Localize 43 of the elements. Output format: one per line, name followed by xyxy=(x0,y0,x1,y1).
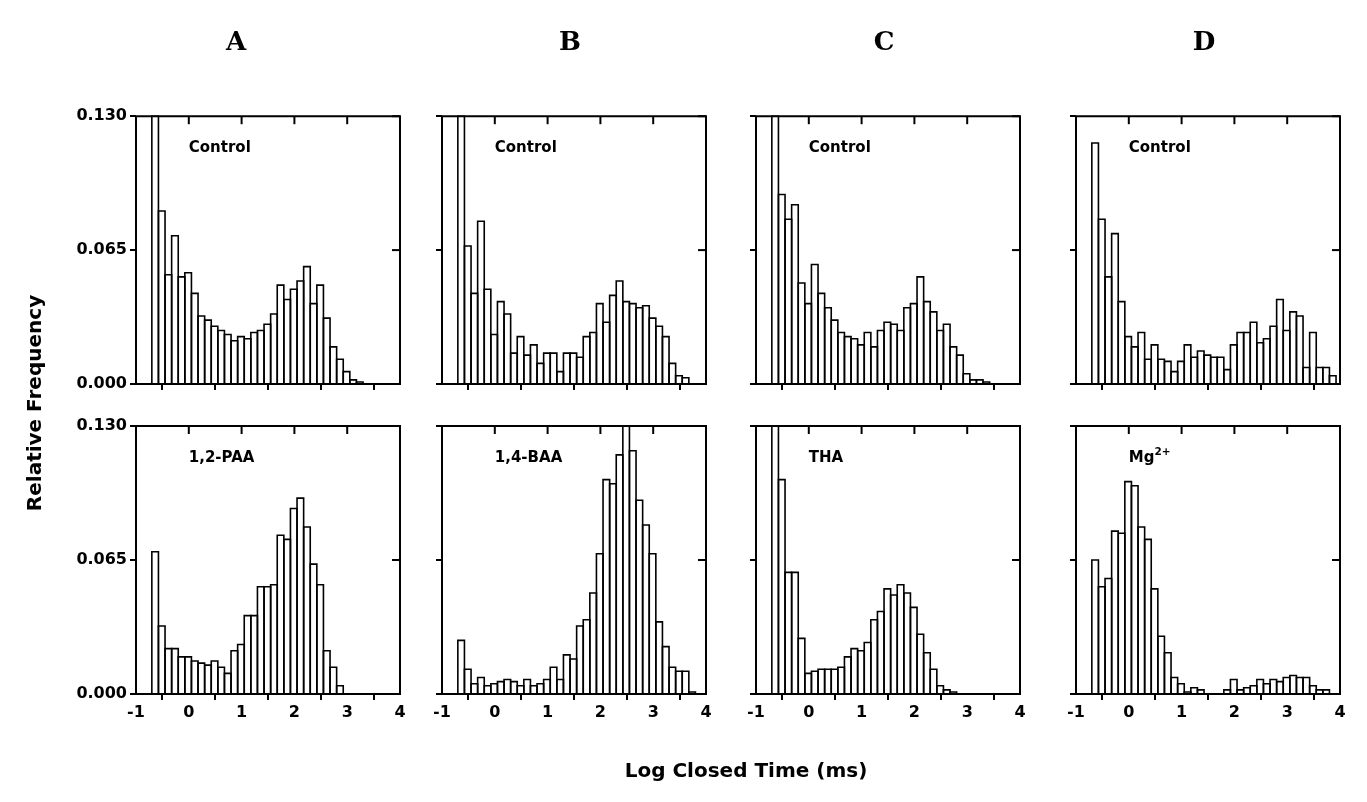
chart-title: B xyxy=(559,26,581,57)
y-tick-label: 0.000 xyxy=(76,373,127,393)
annotation: Control xyxy=(1128,138,1191,157)
x-tick-label: 0 xyxy=(183,701,195,721)
annotation: Control xyxy=(188,138,251,157)
y-tick-label: 0.130 xyxy=(76,415,127,435)
x-tick-label: 3 xyxy=(341,701,353,721)
x-tick-label: 2 xyxy=(288,701,300,721)
x-tick-label: 0 xyxy=(1123,701,1135,721)
x-tick-label: 3 xyxy=(1281,701,1293,721)
y-tick-label: 0.000 xyxy=(76,683,127,703)
x-tick-label: -1 xyxy=(127,701,145,721)
x-tick-label: 0 xyxy=(803,701,815,721)
annotation: THA xyxy=(808,448,844,466)
x-tick-label: 1 xyxy=(856,701,868,721)
chart-title: D xyxy=(1192,26,1216,57)
annotation: Control xyxy=(494,138,557,157)
x-tick-label: -1 xyxy=(747,701,765,721)
x-tick-label: 4 xyxy=(394,701,406,721)
x-tick-label: 4 xyxy=(1014,701,1026,721)
x-tick-label: 3 xyxy=(647,701,659,721)
x-tick-label: 4 xyxy=(700,701,712,721)
x-axis-title: Log Closed Time (ms) xyxy=(624,758,868,782)
annotation: Control xyxy=(808,138,871,157)
y-tick-label: 0.065 xyxy=(76,549,127,569)
x-tick-label: 2 xyxy=(594,701,606,721)
chart-title: A xyxy=(224,26,247,57)
x-tick-label: -1 xyxy=(433,701,451,721)
y-tick-label: 0.065 xyxy=(76,239,127,259)
x-tick-label: 0 xyxy=(489,701,501,721)
x-tick-label: 1 xyxy=(542,701,554,721)
chart-title: C xyxy=(873,26,895,57)
x-tick-label: 4 xyxy=(1334,701,1346,721)
y-tick-label: 0.130 xyxy=(76,105,127,125)
x-tick-label: 1 xyxy=(236,701,248,721)
annotation: 1,4-BAA xyxy=(494,448,563,466)
x-tick-label: 1 xyxy=(1176,701,1188,721)
x-tick-label: 3 xyxy=(961,701,973,721)
y-axis-title: Relative Frequency xyxy=(22,294,46,512)
annotation: 1,2-PAA xyxy=(188,448,255,466)
x-tick-label: 2 xyxy=(1228,701,1240,721)
x-tick-label: -1 xyxy=(1067,701,1085,721)
x-tick-label: 2 xyxy=(908,701,920,721)
